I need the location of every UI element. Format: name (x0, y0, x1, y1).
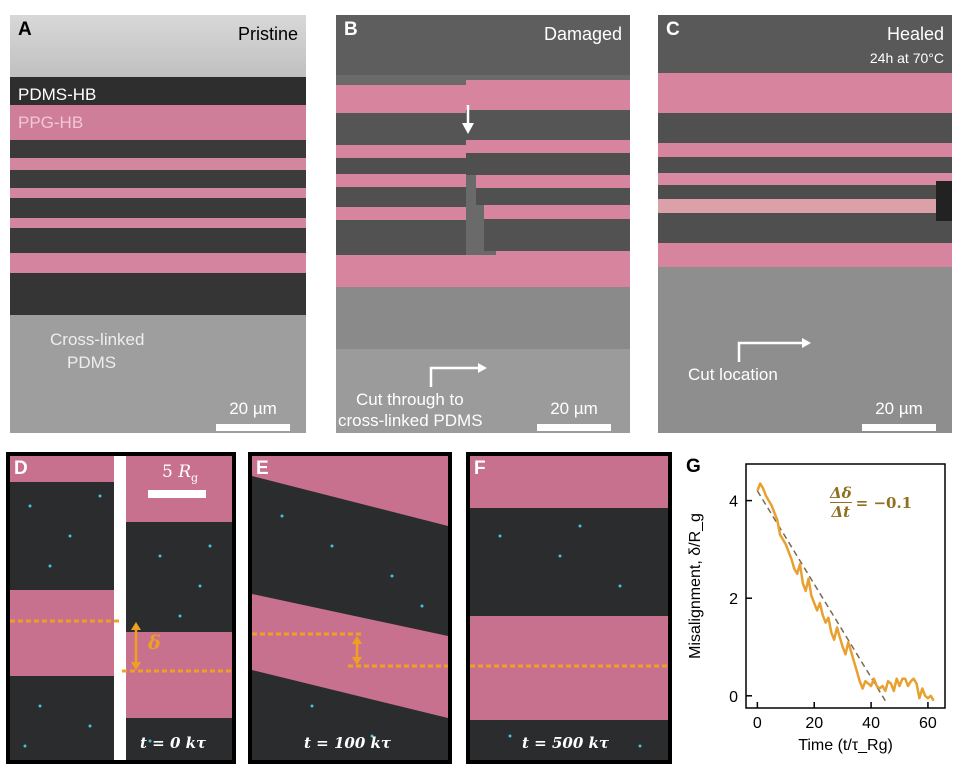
panel-c-scalebar (862, 424, 936, 431)
panel-a-letter: A (18, 19, 32, 40)
x-tick-label: 0 (753, 715, 762, 732)
slope-denominator: Δt (831, 503, 851, 521)
cut-through-label-1: Cut through to (356, 390, 464, 409)
crosslinked-label-1: Cross-linked (50, 330, 145, 349)
misalignment-chart: 0 20 40 60 0 2 4 Misalignment, δ/R_g Time (t/τ… (687, 463, 946, 754)
panel-c-subtitle: 24h at 70°C (869, 50, 944, 66)
left-layers (336, 85, 496, 287)
panel-c-image (658, 15, 952, 433)
panel-d-scale-text: 5 Rg (162, 462, 199, 485)
panel-b-title: Damaged (543, 24, 622, 44)
y-tick-label: 2 (729, 591, 738, 608)
slope-annotation: Δδ Δt = −0.1 (830, 484, 912, 521)
panel-a-micrograph: A Pristine PDMS-HB PPG-HB Cross-linked P… (10, 15, 306, 433)
chart-plot (756, 482, 935, 702)
panel-b-scale-text: 20 µm (550, 399, 598, 418)
panel-a-scale-text: 20 µm (229, 399, 277, 418)
panel-e-simulation: E t = 100 kτ (248, 452, 452, 764)
panel-f-letter: F (474, 458, 486, 479)
x-tick-label: 20 (805, 715, 823, 732)
panel-c-scale-text: 20 µm (875, 399, 923, 418)
panel-e-image (252, 456, 448, 760)
down-arrow-icon (462, 105, 474, 134)
x-axis-label: Time (t/τ_Rg) (798, 737, 893, 754)
panel-b-image (336, 15, 630, 433)
y-axis-label: Misalignment, δ/R_g (687, 513, 704, 659)
panel-a-title: Pristine (237, 24, 298, 44)
panel-b-scalebar (537, 424, 611, 431)
panel-g-letter: G (686, 456, 701, 477)
panel-b-letter: B (344, 19, 358, 40)
crosslinked-label-2: PDMS (67, 353, 117, 372)
pdms-hb-label: PDMS-HB (18, 85, 97, 104)
delta-label: δ (148, 632, 161, 654)
panel-a-scalebar (216, 424, 290, 431)
chart-axes: 0 20 40 60 0 2 4 (729, 463, 946, 732)
panel-d-simulation: D 5 Rg δ t = 0 kτ (6, 452, 236, 764)
cut-location-label: Cut location (688, 365, 778, 384)
panel-b-micrograph: B Damaged Cut through to cross-linked PD… (336, 15, 630, 433)
panel-e-letter: E (256, 458, 269, 479)
plot-frame (745, 463, 946, 709)
slope-numerator: Δδ (830, 484, 852, 502)
y-tick-label: 4 (729, 494, 738, 511)
panel-d-letter: D (14, 458, 28, 479)
panel-f-simulation: F t = 500 kτ (466, 452, 672, 764)
right-layers (466, 80, 630, 287)
panel-c-title: Healed (886, 24, 944, 44)
panel-d-time: t = 0 kτ (140, 734, 207, 752)
cut-arrow-icon (429, 363, 487, 387)
x-tick-label: 40 (862, 715, 880, 732)
misalignment-series (756, 482, 935, 702)
panel-a-image (10, 15, 306, 433)
panel-f-image (470, 456, 668, 760)
panel-f-time: t = 500 kτ (522, 734, 609, 752)
panel-d-image (10, 456, 232, 760)
x-tick-label: 60 (919, 715, 937, 732)
cut-location-arrow-icon (737, 338, 811, 362)
slope-value: = −0.1 (855, 493, 913, 512)
ppg-hb-label: PPG-HB (18, 113, 84, 132)
cut-through-label-2: cross-linked PDMS (338, 411, 483, 430)
panel-c-micrograph: C Healed 24h at 70°C Cut location 20 µm (658, 15, 952, 433)
y-tick-label: 0 (729, 689, 738, 706)
panel-c-letter: C (666, 19, 680, 40)
panel-e-time: t = 100 kτ (304, 734, 391, 752)
